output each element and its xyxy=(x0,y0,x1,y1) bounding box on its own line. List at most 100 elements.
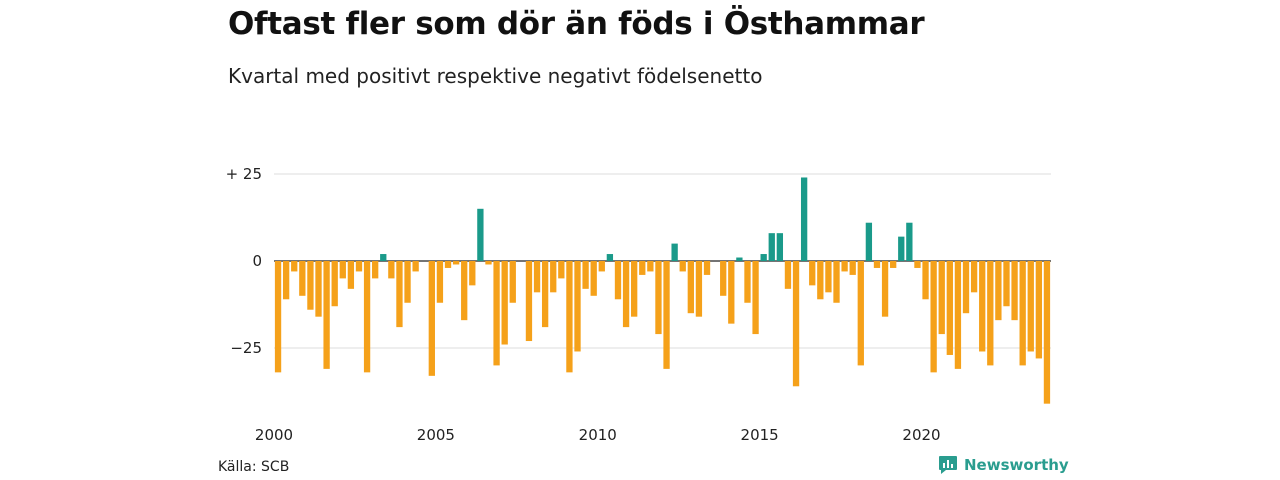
bar-positive xyxy=(477,208,484,261)
bar-negative xyxy=(525,261,533,342)
bar-negative xyxy=(566,261,573,373)
bar-negative xyxy=(436,261,444,303)
bar-negative xyxy=(817,261,824,300)
bar-negative xyxy=(493,261,500,366)
bar-positive xyxy=(606,254,614,261)
bar-negative xyxy=(307,261,314,310)
bar-negative xyxy=(703,261,711,275)
bar-negative xyxy=(622,261,630,328)
bar-negative xyxy=(890,261,897,268)
bar-negative xyxy=(922,261,929,300)
bar-negative xyxy=(574,261,581,352)
x-tick-label: 2005 xyxy=(417,426,455,444)
bar-negative xyxy=(469,261,476,286)
bar-negative xyxy=(485,261,492,265)
bar-positive xyxy=(760,254,767,261)
bar-negative xyxy=(720,261,727,296)
bar-negative xyxy=(355,261,363,272)
bar-negative xyxy=(631,261,638,317)
bar-negative xyxy=(331,261,338,307)
bar-negative xyxy=(752,261,759,335)
axis-labels: + 25 0 −25 2000 2005 2010 2015 2020 xyxy=(226,165,941,444)
bar-negative xyxy=(452,261,460,265)
bar-negative xyxy=(663,261,670,369)
bar-negative xyxy=(1019,261,1026,366)
bar-negative xyxy=(881,261,889,317)
bar-negative xyxy=(598,261,605,272)
bar-negative xyxy=(728,261,735,324)
bar-negative xyxy=(914,261,921,268)
y-tick-label: −25 xyxy=(230,339,262,357)
bar-negative xyxy=(590,261,597,296)
bar-positive xyxy=(380,254,387,261)
bar-negative xyxy=(1011,261,1018,321)
bar-negative xyxy=(833,261,840,303)
bar-positive xyxy=(768,233,775,261)
brand-logo[interactable]: Newsworthy xyxy=(938,455,1069,475)
newsworthy-logo-icon xyxy=(939,456,957,474)
x-tick-label: 2000 xyxy=(255,426,293,444)
source-label: Källa: SCB xyxy=(218,459,290,475)
bar-negative xyxy=(1043,261,1051,404)
bar-negative xyxy=(987,261,994,366)
bar-negative xyxy=(1003,261,1010,307)
bar-positive xyxy=(906,222,913,261)
x-tick-label: 2015 xyxy=(741,426,779,444)
bar-negative xyxy=(873,261,881,268)
bar-negative xyxy=(954,261,962,369)
bar-negative xyxy=(558,261,565,279)
bar-positive xyxy=(736,257,743,261)
bar-negative xyxy=(857,261,864,366)
brand-name: Newsworthy xyxy=(964,456,1069,474)
bar-positive xyxy=(800,177,808,261)
bar-negative xyxy=(809,261,816,286)
bar-negative xyxy=(744,261,751,303)
bar-negative xyxy=(687,261,694,314)
bar-negative xyxy=(679,261,686,272)
bar-negative xyxy=(509,261,516,303)
bar-negative xyxy=(938,261,945,335)
bar-negative xyxy=(792,261,800,387)
bar-negative xyxy=(647,261,654,272)
bar-negative xyxy=(323,261,330,369)
bar-negative xyxy=(841,261,848,272)
bar-negative xyxy=(501,261,508,345)
bar-negative xyxy=(282,261,290,300)
bar-negative xyxy=(444,261,452,268)
bar-negative xyxy=(1035,261,1043,359)
bar-positive xyxy=(776,233,784,261)
bar-negative xyxy=(363,261,371,373)
bar-negative xyxy=(404,261,411,303)
bar-negative xyxy=(639,261,646,275)
chart-title: Oftast fler som dör än föds i Östhammar xyxy=(228,6,925,42)
bar-negative xyxy=(784,261,792,289)
bar-negative xyxy=(388,261,395,279)
bars xyxy=(274,177,1051,404)
bar-negative xyxy=(347,261,355,289)
bar-positive xyxy=(865,222,873,261)
bar-negative xyxy=(695,261,703,317)
bar-negative xyxy=(541,261,549,328)
bar-negative xyxy=(849,261,856,275)
bar-negative xyxy=(970,261,978,293)
bar-negative xyxy=(396,261,403,328)
bar-negative xyxy=(274,261,282,373)
bar-negative xyxy=(946,261,953,355)
y-tick-label: + 25 xyxy=(226,165,262,183)
bar-negative xyxy=(614,261,622,300)
bar-negative xyxy=(372,261,379,279)
bar-negative xyxy=(930,261,937,373)
bar-negative xyxy=(291,261,298,272)
bar-negative xyxy=(1027,261,1034,352)
x-tick-label: 2010 xyxy=(579,426,617,444)
bar-negative xyxy=(533,261,541,293)
bar-negative xyxy=(315,261,322,317)
grid-lines xyxy=(274,173,1051,349)
bar-negative xyxy=(979,261,986,352)
bar-negative xyxy=(582,261,589,289)
chart-subtitle: Kvartal med positivt respektive negativt… xyxy=(228,64,763,88)
bar-negative xyxy=(655,261,662,335)
bar-negative xyxy=(962,261,970,314)
bar-negative xyxy=(339,261,346,279)
